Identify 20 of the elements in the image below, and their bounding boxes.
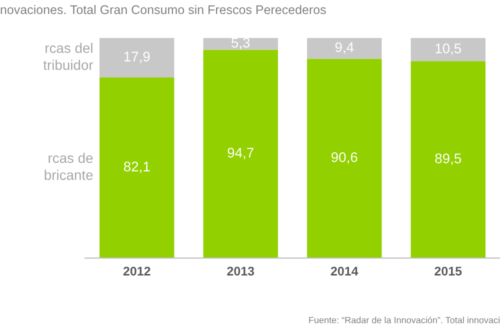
bar [203, 38, 278, 50]
data-label: 82,1 [124, 162, 150, 174]
bar [100, 77, 174, 258]
bar [410, 61, 486, 258]
chart-title: novaciones. Total Gran Consumo sin Frescos Perecederos [0, 4, 326, 14]
x-tick-label: 2013 [227, 266, 254, 276]
bar [307, 58, 382, 258]
series-label: rcas de bricante [44, 152, 93, 180]
x-tick-label: 2015 [434, 266, 462, 276]
bar [203, 50, 278, 258]
bar [100, 38, 174, 78]
x-tick-label: 2012 [123, 266, 150, 276]
source-note: Fuente: “Radar de la Innovación”. Total innovaci [309, 316, 500, 324]
data-label: 94,7 [228, 148, 254, 160]
data-label: 89,5 [435, 154, 462, 165]
bar [410, 38, 486, 62]
data-label: 90,6 [332, 152, 358, 164]
x-tick-label: 2014 [330, 266, 358, 276]
bar [307, 38, 382, 59]
series-label: rcas del tribuidor [43, 42, 94, 70]
